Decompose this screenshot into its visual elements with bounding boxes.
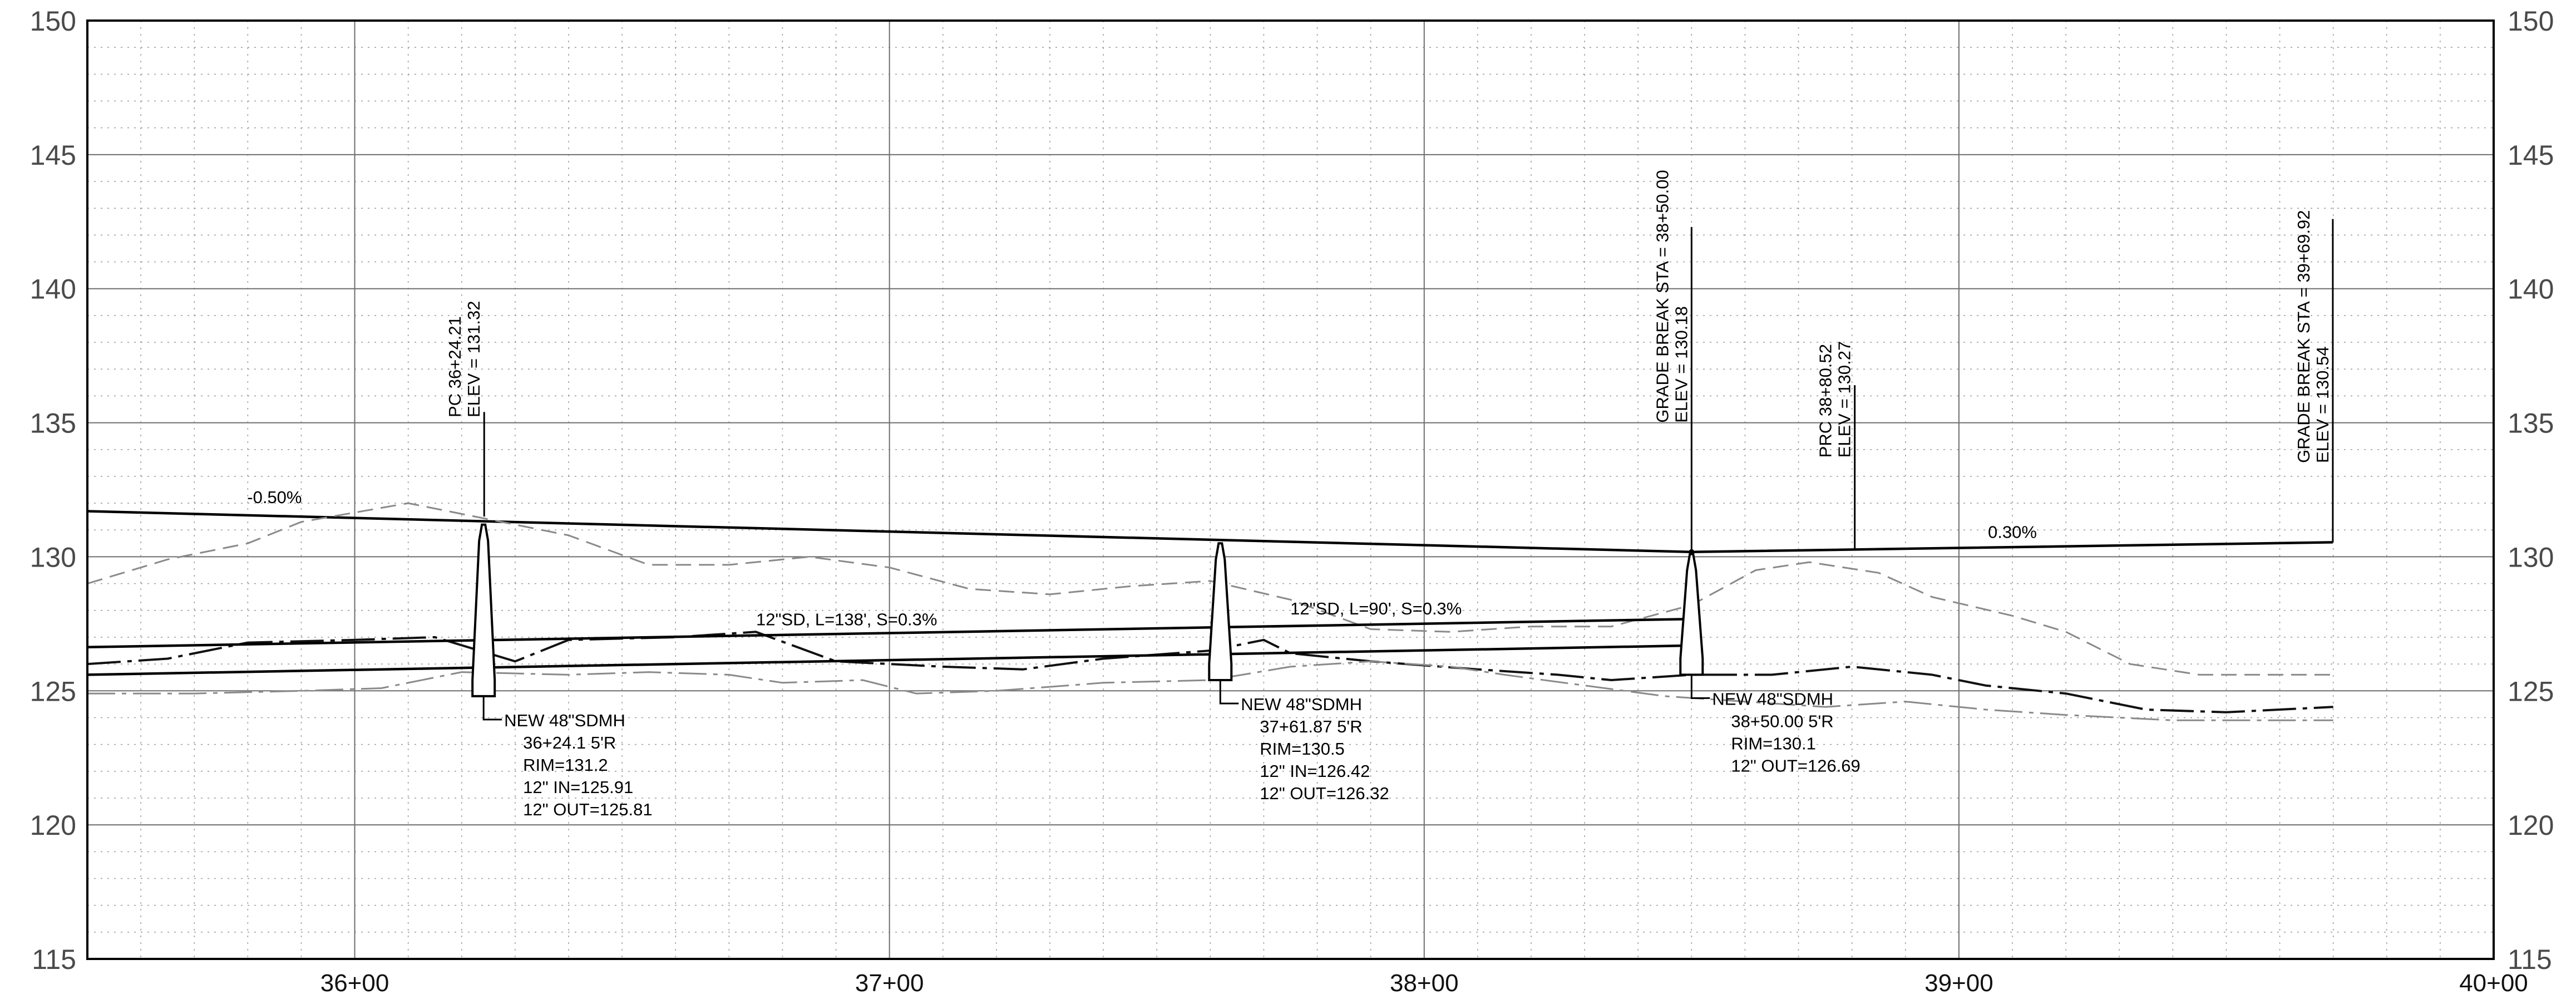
elevation-tick-label-right: 120 — [2508, 810, 2554, 841]
manhole-leader — [1219, 680, 1239, 705]
manhole-symbol — [471, 523, 496, 697]
vertical-label-group: GRADE BREAK STA = 38+50.00 ELEV = 130.18 — [1652, 170, 1691, 422]
station-tick-label: 37+00 — [855, 970, 924, 997]
elevation-tick-label-left: 115 — [32, 944, 76, 975]
manhole-callout-line: 37+61.87 5'R — [1260, 717, 1362, 736]
elevation-tick-label-left: 120 — [30, 810, 76, 841]
manhole-symbol — [1679, 553, 1704, 676]
elevation-tick-label-right: 130 — [2508, 542, 2554, 573]
station-tick-label: 40+00 — [2459, 970, 2528, 997]
profile-annotation: 12"SD, L=90', S=0.3% — [1290, 599, 1462, 618]
elevation-tick-label-left: 125 — [30, 676, 76, 707]
vertical-label-text: PRC 38+80.52 — [1816, 344, 1835, 457]
vertical-label-group: GRADE BREAK STA = 39+69.92 ELEV = 130.54 — [2294, 210, 2332, 462]
manhole-callout-line: 12" OUT=126.32 — [1260, 784, 1389, 803]
profile-line-pipe-top — [87, 617, 1692, 649]
vertical-label-text: ELEV = 130.18 — [1671, 306, 1691, 422]
profile-line-existing-ground-dashed — [87, 502, 2333, 676]
vertical-label-group: PC 36+24.21 ELEV = 131.32 — [445, 301, 483, 417]
manhole-callout-line: 12" IN=125.91 — [523, 777, 633, 797]
manhole-callout-line: 12" IN=126.42 — [1260, 761, 1370, 781]
plot-frame — [86, 19, 2495, 960]
vertical-label-text: GRADE BREAK STA = 38+50.00 — [1652, 170, 1672, 422]
profile-line-existing-ground-thin — [87, 660, 2333, 721]
major-grid — [87, 21, 2494, 959]
elevation-tick-label-left: 145 — [30, 140, 76, 171]
manhole-callout-line: RIM=130.1 — [1731, 734, 1816, 753]
elevation-tick-label-right: 115 — [2508, 944, 2552, 975]
manhole-callout-line: RIM=131.2 — [523, 755, 608, 775]
elevation-tick-label-right: 145 — [2508, 140, 2554, 171]
vertical-label-text: GRADE BREAK STA = 39+69.92 — [2294, 210, 2313, 462]
grade-break-point — [1689, 549, 1695, 555]
manhole-callout-line: RIM=130.5 — [1260, 739, 1345, 759]
elevation-tick-label-left: 150 — [30, 6, 76, 37]
manhole-callout-line: NEW 48"SDMH — [1241, 695, 1362, 714]
axis-labels: 115 115 120 120 125 125 130 130 135 135 140 140 145 1… — [30, 6, 2554, 997]
manhole-callout-line: NEW 48"SDMH — [504, 711, 625, 730]
elevation-tick-label-left: 130 — [30, 542, 76, 573]
profile-lines — [87, 502, 2333, 721]
profile-line-existing-ground-dashdot — [87, 631, 2333, 713]
profile-annotation: 0.30% — [1988, 523, 2037, 542]
manhole-callout-line: 36+24.1 5'R — [523, 733, 616, 752]
vertical-label-text: ELEV = 130.27 — [1835, 341, 1854, 457]
elevation-tick-label-right: 140 — [2508, 274, 2554, 305]
station-tick-label: 39+00 — [1924, 970, 1993, 997]
vertical-label-text: ELEV = 130.54 — [2313, 346, 2332, 462]
minor-grid — [87, 21, 2494, 959]
elevation-tick-label-left: 135 — [30, 408, 76, 439]
elevation-tick-label-right: 135 — [2508, 408, 2554, 439]
elevation-tick-label-right: 150 — [2508, 6, 2554, 37]
manhole-callout-line: 12" OUT=126.69 — [1731, 756, 1860, 775]
station-tick-label: 36+00 — [320, 970, 389, 997]
profile-line-pipe-invert — [87, 644, 1692, 676]
manhole-callout-line: NEW 48"SDMH — [1712, 689, 1833, 708]
manhole-callout-line: 12" OUT=125.81 — [523, 800, 652, 819]
vertical-label-group: PRC 38+80.52 ELEV = 130.27 — [1816, 341, 1854, 457]
profile-annotation: 12"SD, L=138', S=0.3% — [756, 609, 937, 629]
elevation-tick-label-left: 140 — [30, 274, 76, 305]
elevation-tick-label-right: 125 — [2508, 676, 2554, 707]
manhole-callout-line: 38+50.00 5'R — [1731, 711, 1833, 731]
manhole-symbol — [1208, 542, 1233, 681]
profile-labels: PC 36+24.21 ELEV = 131.32 GRADE BREAK STA … — [247, 170, 2334, 629]
profile-annotation: -0.50% — [247, 488, 302, 507]
vertical-label-text: ELEV = 131.32 — [464, 301, 483, 417]
manhole-leader — [1690, 675, 1710, 699]
station-tick-label: 38+00 — [1390, 970, 1459, 997]
manhole-leader — [482, 696, 502, 721]
vertical-label-text: PC 36+24.21 — [445, 316, 465, 417]
